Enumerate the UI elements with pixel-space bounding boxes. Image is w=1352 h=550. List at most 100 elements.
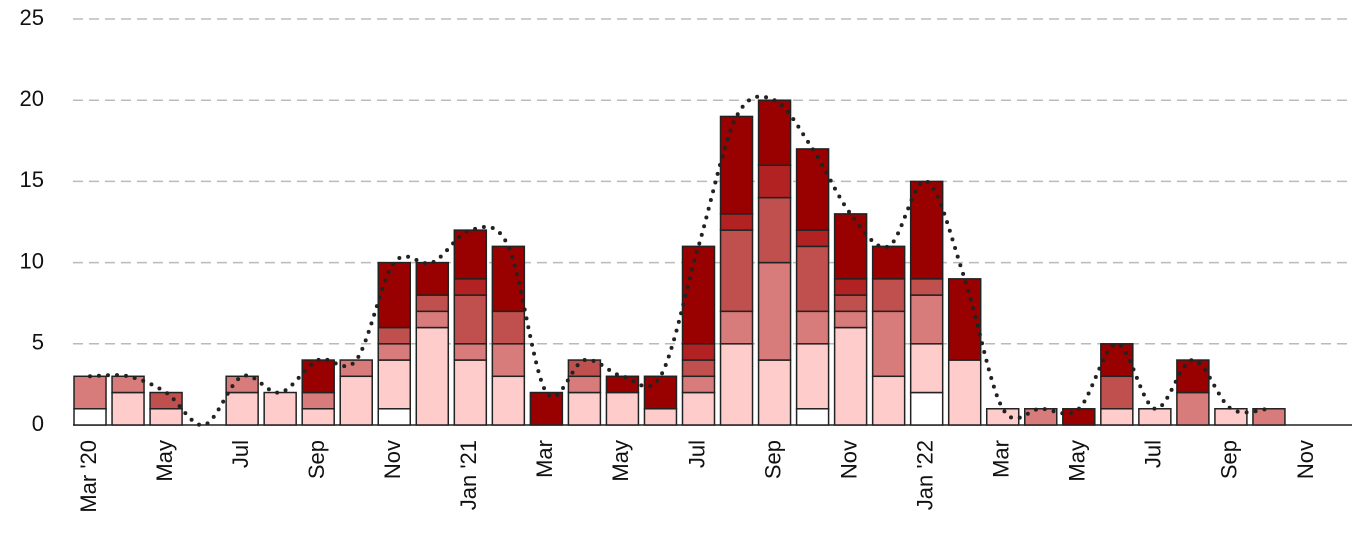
bar-segment bbox=[719, 213, 754, 231]
bar-segment bbox=[681, 375, 716, 394]
bar-segment bbox=[871, 375, 906, 426]
bar-segment bbox=[1252, 408, 1286, 426]
bar-segment bbox=[909, 294, 944, 345]
y-tick-label: 20 bbox=[20, 86, 44, 111]
bar-segment bbox=[719, 229, 754, 313]
bar-segment bbox=[339, 375, 373, 426]
bar-segment bbox=[415, 310, 450, 329]
trend-line bbox=[88, 94, 1271, 428]
bar-segment bbox=[149, 408, 183, 426]
y-tick-label: 0 bbox=[32, 411, 44, 436]
bar-segment bbox=[491, 310, 526, 345]
bar-segment bbox=[263, 391, 297, 426]
x-tick-label: Mar bbox=[989, 440, 1014, 478]
bar-segment bbox=[1100, 375, 1134, 410]
x-tick-label: Sep bbox=[1217, 440, 1242, 479]
bar-segment bbox=[757, 359, 792, 426]
bar-segment bbox=[225, 375, 259, 394]
x-tick-label: Jan '22 bbox=[912, 440, 937, 510]
bar-segment bbox=[567, 391, 602, 426]
bar-segment bbox=[871, 278, 906, 313]
bar-segment bbox=[681, 245, 716, 345]
bar-segment bbox=[1138, 408, 1172, 426]
bar-segment bbox=[377, 261, 412, 329]
bar-segment bbox=[795, 229, 830, 248]
x-tick-label: Nov bbox=[380, 440, 405, 479]
x-tick-label: Jul bbox=[1141, 440, 1166, 468]
bar-segment bbox=[415, 261, 450, 296]
bar-segment bbox=[643, 375, 678, 410]
bar-segment bbox=[453, 359, 488, 426]
bar-segment bbox=[833, 326, 868, 426]
bar-segment bbox=[491, 375, 526, 426]
bar-segment bbox=[605, 375, 640, 394]
bar-segment bbox=[719, 310, 754, 345]
bar-segment bbox=[947, 359, 982, 426]
bar-segment bbox=[605, 391, 640, 426]
x-tick-label: May bbox=[152, 440, 177, 482]
x-tick-label: May bbox=[608, 440, 633, 482]
bar-segment bbox=[719, 343, 754, 426]
x-tick-label: Jan '21 bbox=[456, 440, 481, 510]
y-tick-label: 10 bbox=[20, 248, 44, 273]
bar-segment bbox=[225, 391, 259, 426]
x-tick-label: Nov bbox=[1293, 440, 1318, 479]
bar-segment bbox=[871, 245, 906, 280]
bar-segment bbox=[73, 375, 107, 410]
bar-segment bbox=[1176, 359, 1210, 394]
bar-segment bbox=[681, 391, 716, 426]
x-tick-label: Sep bbox=[304, 440, 329, 479]
x-tick-label: Mar bbox=[532, 440, 557, 478]
bar-segment bbox=[301, 408, 335, 426]
bar-segment bbox=[909, 343, 944, 394]
bar-segment bbox=[833, 294, 868, 313]
bar-segment bbox=[111, 391, 145, 426]
bar-segment bbox=[1024, 408, 1058, 426]
y-tick-label: 5 bbox=[32, 330, 44, 355]
bar-segment bbox=[833, 310, 868, 329]
bar-segment bbox=[491, 343, 526, 378]
y-tick-label: 25 bbox=[20, 5, 44, 30]
bar-segment bbox=[795, 245, 830, 313]
bar-segment bbox=[453, 294, 488, 345]
bar-segment bbox=[301, 391, 335, 410]
bar-segment bbox=[871, 310, 906, 378]
bar-segment bbox=[339, 359, 373, 378]
bar-segment bbox=[377, 326, 412, 345]
x-tick-label: Mar '20 bbox=[76, 440, 101, 513]
bar-segment bbox=[301, 359, 335, 394]
bar-segment bbox=[529, 391, 564, 426]
bar-segment bbox=[795, 343, 830, 410]
bar-segment bbox=[757, 99, 792, 166]
bar-segment bbox=[73, 408, 107, 426]
x-tick-label: Jul bbox=[228, 440, 253, 468]
bar-segment bbox=[681, 359, 716, 378]
bar-segment bbox=[377, 343, 412, 361]
bar-segment bbox=[719, 115, 754, 215]
bar-segment bbox=[833, 278, 868, 296]
x-tick-label: Sep bbox=[760, 440, 785, 479]
bar-segment bbox=[453, 343, 488, 361]
bar-segment bbox=[415, 294, 450, 313]
bar-segment bbox=[453, 278, 488, 296]
bar-segment bbox=[643, 408, 678, 426]
bar-segment bbox=[567, 375, 602, 394]
bar-segment bbox=[909, 391, 944, 426]
bar-segment bbox=[1214, 408, 1248, 426]
bar-segment bbox=[491, 245, 526, 313]
bar-segment bbox=[1062, 408, 1096, 426]
bar-segment bbox=[1176, 391, 1210, 426]
bar-segment bbox=[985, 408, 1020, 426]
bar-segment bbox=[415, 326, 450, 426]
y-tick-label: 15 bbox=[20, 167, 44, 192]
bar-segment bbox=[909, 278, 944, 296]
bar-segment bbox=[377, 408, 412, 426]
bar-segment bbox=[149, 391, 183, 410]
bar-segment bbox=[1100, 408, 1134, 426]
bar-segment bbox=[795, 408, 830, 426]
bar-segment bbox=[757, 196, 792, 264]
bar-segment bbox=[681, 343, 716, 361]
bar-segment bbox=[111, 375, 145, 394]
bar-segment bbox=[757, 261, 792, 361]
x-tick-label: May bbox=[1065, 440, 1090, 482]
